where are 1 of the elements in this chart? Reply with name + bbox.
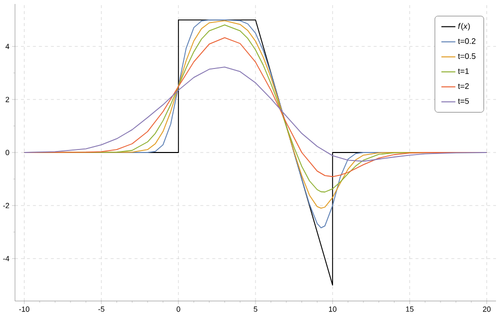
line-series: [24, 66, 488, 162]
